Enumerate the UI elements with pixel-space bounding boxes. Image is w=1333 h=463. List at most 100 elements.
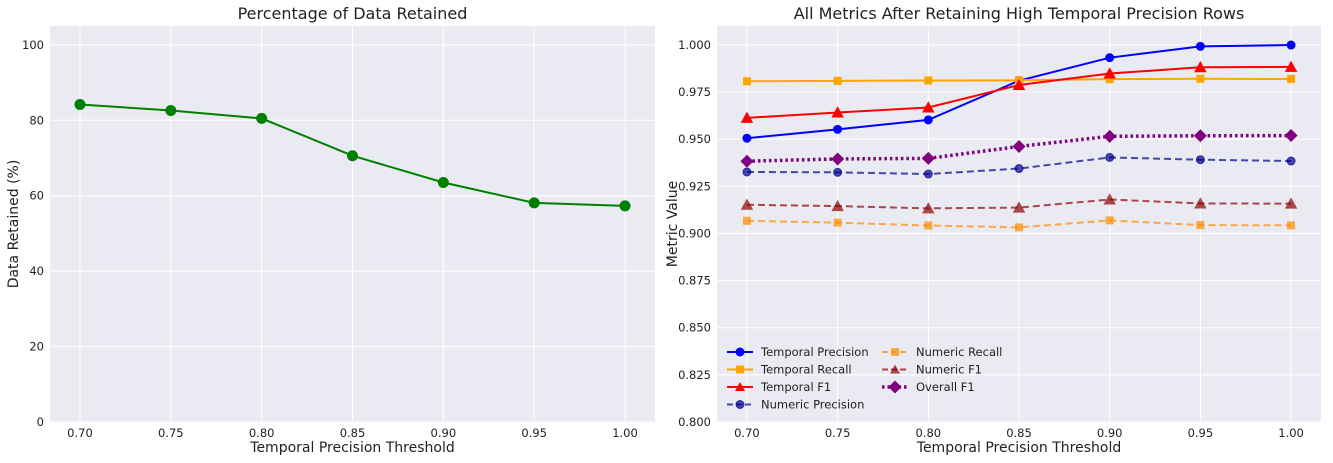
data-point — [833, 76, 842, 85]
data-point — [1193, 129, 1207, 143]
legend-item: Temporal F1 — [727, 380, 831, 394]
x-tick-label: 0.70 — [67, 426, 93, 440]
legend-item: Numeric Precision — [727, 398, 864, 412]
series-numeric-f1 — [740, 193, 1298, 214]
data-point — [347, 150, 358, 162]
legend-marker — [890, 364, 900, 374]
data-point — [921, 151, 935, 165]
legend-item: Overall F1 — [882, 380, 975, 394]
legend-label: Temporal Precision — [760, 345, 869, 359]
x-axis-label-right: Temporal Precision Threshold — [916, 440, 1121, 456]
x-axis-label-left: Temporal Precision Threshold — [249, 440, 454, 456]
data-point — [1194, 197, 1207, 209]
legend-label: Overall F1 — [916, 380, 975, 394]
y-tick-label: 100 — [22, 38, 44, 52]
y-tick-label: 0 — [37, 415, 44, 429]
x-tick-label: 0.95 — [521, 426, 547, 440]
legend-marker — [735, 382, 745, 391]
data-point — [1195, 155, 1205, 165]
y-tick-label: 0.900 — [678, 226, 711, 240]
data-point — [742, 77, 751, 86]
data-point — [923, 115, 933, 125]
data-point — [1284, 60, 1298, 72]
x-tick-label: 0.75 — [158, 426, 184, 440]
data-point — [1196, 221, 1205, 230]
data-point — [1105, 53, 1115, 63]
y-tick-label: 0.950 — [678, 132, 711, 146]
legend-item: Temporal Recall — [727, 363, 852, 377]
chart-title-right: All Metrics After Retaining High Tempora… — [794, 4, 1245, 23]
y-tick-label: 0.800 — [678, 415, 711, 429]
ticks-left: 0.70 0.75 0.80 0.85 0.90 0.95 1.00 0 20 40 60 80 100 — [22, 38, 638, 440]
x-tick-label: 0.80 — [916, 426, 942, 440]
data-point — [1103, 129, 1117, 143]
data-point — [1195, 41, 1205, 51]
data-point — [1103, 193, 1116, 205]
series-right — [740, 40, 1298, 232]
data-point — [740, 111, 754, 123]
y-tick-label: 60 — [29, 189, 44, 203]
series-left — [74, 98, 631, 212]
data-point — [922, 202, 935, 214]
y-tick-label: 40 — [29, 264, 44, 278]
data-point — [1287, 74, 1296, 83]
data-point — [742, 216, 751, 225]
data-point — [833, 167, 843, 177]
data-point — [924, 76, 933, 85]
legend-label: Numeric F1 — [916, 363, 982, 377]
data-point — [923, 169, 933, 179]
data-point — [1287, 221, 1296, 230]
chart-title-left: Percentage of Data Retained — [238, 4, 468, 23]
legend-item: Numeric F1 — [882, 363, 982, 377]
data-point — [1012, 139, 1026, 153]
data-point — [1012, 201, 1026, 213]
data-point — [1286, 156, 1296, 166]
data-point — [1103, 67, 1116, 79]
data-point — [1105, 152, 1115, 162]
data-point — [1012, 78, 1026, 91]
x-tick-label: 0.90 — [1097, 426, 1123, 440]
legend-marker — [891, 348, 899, 356]
data-point — [740, 154, 754, 168]
x-tick-label: 0.80 — [249, 426, 275, 440]
data-point — [528, 197, 540, 209]
y-tick-label: 0.825 — [678, 368, 711, 382]
y-tick-label: 0.925 — [678, 179, 711, 193]
data-point — [1284, 197, 1298, 209]
legend-marker — [888, 380, 902, 394]
x-tick-label: 0.85 — [340, 426, 366, 440]
data-point — [1014, 164, 1024, 174]
series-numeric-precision — [742, 152, 1296, 179]
data-point — [1194, 61, 1207, 73]
series-numeric-recall — [742, 216, 1296, 232]
x-tick-label: 1.00 — [612, 426, 638, 440]
data-point — [1284, 129, 1298, 143]
legend-item: Numeric Recall — [882, 345, 1002, 359]
legend-label: Temporal Recall — [760, 363, 852, 377]
legend-label: Numeric Precision — [761, 398, 864, 412]
data-point — [831, 152, 845, 166]
data-point — [831, 106, 844, 118]
data-point — [619, 200, 631, 212]
x-tick-label: 0.70 — [734, 426, 760, 440]
y-axis-label-left: Data Retained (%) — [6, 160, 22, 289]
data-point — [1196, 74, 1205, 83]
y-tick-label: 80 — [29, 113, 44, 127]
data-point — [833, 124, 843, 134]
y-axis-label-right: Metric Value — [665, 181, 681, 267]
x-tick-label: 0.75 — [825, 426, 851, 440]
y-tick-label: 0.975 — [678, 85, 711, 99]
legend-item: Temporal Precision — [727, 345, 869, 359]
series-temporal-f1 — [740, 60, 1298, 123]
data-point — [165, 104, 177, 116]
data-point — [924, 221, 933, 230]
data-point — [1105, 216, 1114, 225]
x-tick-label: 0.85 — [1006, 426, 1032, 440]
ticks-right: 0.70 0.75 0.80 0.85 0.90 0.95 1.00 0.800 0.825 0.… — [678, 38, 1304, 440]
x-tick-label: 1.00 — [1278, 426, 1304, 440]
x-tick-label: 0.95 — [1188, 426, 1214, 440]
data-point — [1286, 40, 1296, 50]
data-point — [742, 167, 752, 177]
data-point — [833, 218, 842, 227]
